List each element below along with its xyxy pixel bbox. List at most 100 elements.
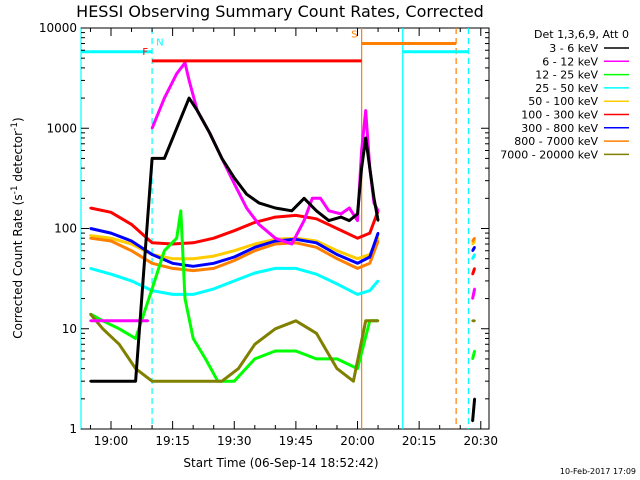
legend-label-1: 6 - 12 keV — [542, 55, 598, 68]
series-0-point-25 — [372, 197, 376, 200]
series-2-point-16 — [315, 357, 318, 361]
series-1-point-17 — [339, 212, 343, 216]
series-7-point-10 — [294, 241, 298, 245]
series-7-point-3 — [150, 262, 154, 265]
plot-frame — [80, 27, 490, 430]
y-tick-label-1: 10 — [62, 322, 77, 336]
series-6-point-9 — [274, 239, 277, 243]
series-8-point-5 — [167, 379, 170, 383]
series-8-point-4 — [150, 379, 154, 383]
legend-label-3: 25 - 50 keV — [535, 82, 598, 95]
series-5-point-7 — [233, 229, 236, 232]
series-0-point-26 — [376, 219, 380, 222]
series-8-point-11 — [274, 327, 277, 330]
series-6-point-15 — [376, 231, 380, 235]
series-1-point-13 — [302, 219, 306, 222]
series-8-point-7 — [200, 379, 203, 383]
series-6-point-1 — [473, 246, 476, 249]
series-4-segment-0 — [90, 234, 380, 261]
series-7-point-1 — [473, 237, 476, 240]
series-2-point-17 — [335, 357, 339, 361]
series-6-point-1 — [109, 231, 113, 235]
series-7-point-1 — [109, 239, 113, 243]
series-8-point-9 — [237, 367, 240, 370]
series-7-point-6 — [212, 267, 215, 270]
series-5-point-11 — [315, 217, 318, 220]
series-7-point-15 — [376, 239, 380, 243]
series-5-point-0 — [89, 206, 92, 210]
legend-label-2: 12 - 25 keV — [535, 69, 598, 82]
series-7-point-7 — [233, 259, 236, 262]
series-4-point-7 — [233, 249, 236, 252]
series-3-point-5 — [191, 293, 195, 296]
series-4-point-13 — [356, 257, 359, 260]
series-7-point-14 — [368, 262, 372, 265]
series-1-point-2 — [118, 319, 121, 323]
series-8-point-6 — [183, 379, 187, 383]
series-0-point-5 — [163, 157, 166, 160]
attenuator-label-f: F — [142, 47, 148, 58]
series-1 — [89, 61, 477, 323]
series-6-point-0 — [471, 249, 474, 252]
series-0-point-19 — [339, 215, 343, 219]
series-3-point-9 — [274, 267, 277, 270]
series-0-segment-1 — [471, 398, 477, 422]
series-0-point-20 — [348, 219, 351, 222]
series-1-point-0 — [150, 127, 154, 130]
series-6-point-7 — [233, 255, 236, 259]
x-tick-label-0: 19:00 — [94, 434, 129, 448]
legend-header: Det 1,3,6,9, Att 0 — [534, 28, 629, 41]
series-2-point-13 — [253, 357, 257, 361]
series-3-point-11 — [315, 273, 318, 276]
series-4-point-6 — [212, 254, 215, 258]
series-7-segment-0 — [90, 236, 380, 273]
series-8-point-0 — [471, 319, 474, 323]
series-4-point-12 — [335, 249, 339, 252]
series-0-point-10 — [220, 157, 224, 160]
series-0-point-7 — [187, 96, 191, 100]
series-5-point-0 — [471, 273, 474, 276]
attenuator-label-n: N — [156, 38, 163, 49]
series-5-point-12 — [335, 227, 339, 230]
series-2-point-9 — [191, 337, 195, 340]
series-0-point-1 — [101, 379, 104, 383]
series-2-segment-1 — [471, 350, 477, 360]
series-5-point-10 — [294, 214, 298, 217]
series-1-point-20 — [360, 149, 363, 152]
series-7-point-11 — [315, 246, 318, 249]
series-0-point-12 — [245, 192, 248, 196]
series-8-point-10 — [253, 343, 257, 346]
series-3-point-8 — [253, 271, 257, 275]
y-tick-label-3: 1000 — [46, 121, 77, 135]
series-3-point-1 — [109, 273, 113, 276]
series-7-point-13 — [356, 267, 359, 270]
series-1-point-21 — [364, 109, 367, 112]
series-0-point-0 — [471, 419, 474, 423]
footer-date: 10-Feb-2017 17:09 — [560, 467, 636, 476]
x-tick-label-1: 19:15 — [155, 434, 190, 448]
series-4-point-0 — [89, 234, 92, 237]
series-7-point-5 — [191, 269, 195, 272]
series-2-point-12 — [233, 379, 236, 383]
series-7-point-2 — [130, 249, 133, 252]
series-1-point-15 — [319, 197, 322, 200]
series-2-point-1 — [473, 349, 476, 353]
series-6-point-6 — [212, 262, 215, 265]
series-1-point-12 — [290, 242, 293, 246]
series-0-point-0 — [89, 379, 92, 383]
x-tick-label-2: 19:30 — [217, 434, 252, 448]
series-5-point-3 — [150, 241, 154, 245]
series-2-point-10 — [204, 357, 207, 361]
series-1-point-19 — [356, 219, 359, 222]
series-2-point-2 — [118, 327, 121, 330]
series-8-point-12 — [294, 319, 298, 323]
series-3-point-13 — [356, 293, 359, 296]
series-2-point-8 — [183, 297, 187, 300]
y-tick-label-0: 1 — [69, 422, 77, 436]
series-2-point-0 — [471, 357, 474, 361]
series-0-point-6 — [175, 127, 178, 130]
series-4-point-4 — [171, 257, 174, 260]
legend-label-4: 50 - 100 keV — [528, 95, 598, 108]
series-2-point-14 — [274, 349, 277, 353]
series-0-point-15 — [290, 209, 293, 213]
